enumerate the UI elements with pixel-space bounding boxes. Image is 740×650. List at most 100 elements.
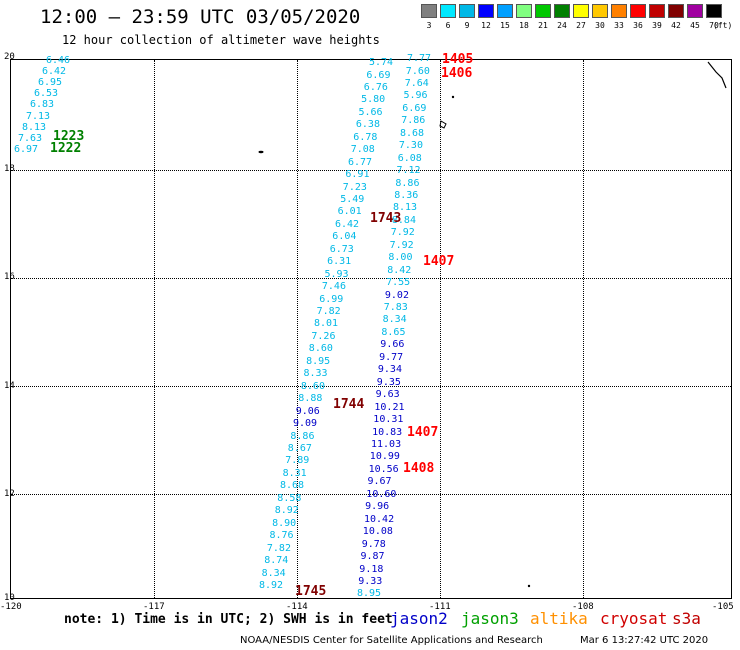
wave-height-value: 8.33 bbox=[303, 368, 328, 380]
wave-height-value: 8.42 bbox=[387, 264, 412, 276]
wave-height-value: 6.42 bbox=[42, 66, 67, 78]
wave-height-value: 6.91 bbox=[345, 169, 370, 181]
legend-level-label: 15 bbox=[500, 21, 510, 30]
grid-line-lon bbox=[154, 60, 155, 598]
wave-height-value: 7.77 bbox=[407, 53, 432, 64]
wave-height-value: 6.38 bbox=[355, 119, 380, 131]
lon-label: -111 bbox=[429, 602, 451, 612]
wave-height-value: 9.67 bbox=[367, 476, 392, 488]
wave-height-value: 8.13 bbox=[22, 121, 47, 133]
legend-swatch bbox=[535, 4, 551, 18]
legend-level-label: 9 bbox=[464, 21, 470, 30]
pass-time-label: 1408 bbox=[403, 461, 435, 476]
wave-height-value: 8.95 bbox=[357, 588, 382, 600]
wave-height-value: 10.83 bbox=[372, 426, 403, 438]
wave-height-value: 5.49 bbox=[340, 193, 365, 205]
wave-height-value: 5.96 bbox=[403, 90, 428, 102]
wave-height-value: 6.42 bbox=[335, 218, 360, 230]
wave-height-value: 6.76 bbox=[363, 81, 388, 93]
wave-height-value: 9.09 bbox=[293, 418, 318, 429]
satellite-name-jason3: jason3 bbox=[461, 609, 519, 628]
map-plot-area bbox=[10, 59, 732, 599]
lon-label: -105 bbox=[712, 602, 734, 612]
legend-level-label: 3 bbox=[426, 21, 432, 30]
wave-height-value: 8.84 bbox=[391, 214, 416, 226]
wave-height-value: 5.93 bbox=[324, 268, 349, 280]
wave-height-value: 10.08 bbox=[362, 526, 393, 538]
pass-time-label: 1222 bbox=[50, 141, 82, 156]
wave-height-value: 7.13 bbox=[26, 110, 51, 122]
wave-height-value: 9.02 bbox=[384, 289, 409, 301]
wave-height-value: 8.88 bbox=[298, 393, 323, 405]
wave-height-value: 7.26 bbox=[311, 330, 336, 342]
wave-height-value: 10.60 bbox=[366, 488, 397, 500]
legend-swatch bbox=[630, 4, 646, 18]
wave-height-value: 10.31 bbox=[373, 414, 404, 425]
wave-height-value: 6.83 bbox=[30, 99, 55, 111]
map-title: 12:00 – 23:59 UTC 03/05/2020 bbox=[40, 6, 361, 28]
pass-time-label: 1407 bbox=[423, 254, 455, 269]
wave-height-value: 8.76 bbox=[269, 530, 294, 542]
wave-height-value: 8.01 bbox=[314, 318, 339, 330]
legend-level-label: 70 bbox=[709, 21, 719, 30]
generated-timestamp: Mar 6 13:27:42 UTC 2020 bbox=[580, 635, 709, 646]
wave-height-value: 7.63 bbox=[18, 132, 43, 144]
wave-height-value: 7.60 bbox=[405, 65, 430, 77]
wave-height-value: 8.68 bbox=[280, 480, 305, 492]
wave-height-value: 5.74 bbox=[369, 57, 394, 68]
legend-swatch bbox=[706, 4, 722, 18]
wave-height-value: 6.53 bbox=[34, 88, 59, 100]
wave-height-value: 9.35 bbox=[376, 376, 401, 388]
wave-height-value: 7.55 bbox=[386, 277, 411, 289]
legend-swatch bbox=[478, 4, 494, 18]
wave-height-value: 9.78 bbox=[361, 538, 386, 550]
wave-height-value: 9.66 bbox=[380, 339, 405, 351]
wave-height-value: 9.18 bbox=[359, 563, 384, 575]
legend-level-label: 45 bbox=[690, 21, 700, 30]
wave-height-value: 8.86 bbox=[395, 177, 420, 189]
wave-height-value: 7.83 bbox=[383, 302, 408, 313]
wave-height-value: 11.03 bbox=[371, 438, 402, 450]
legend-swatch bbox=[668, 4, 684, 18]
lat-label: 18 bbox=[4, 164, 15, 174]
wave-height-value: 7.30 bbox=[398, 140, 423, 152]
pass-time-label: 1743 bbox=[370, 211, 402, 226]
legend-level-label: 18 bbox=[519, 21, 529, 30]
wave-height-value: 7.23 bbox=[342, 181, 367, 193]
wave-height-value: 7.82 bbox=[266, 542, 291, 554]
lat-label: 14 bbox=[4, 381, 15, 391]
wave-height-value: 6.69 bbox=[402, 102, 427, 114]
wave-height-value: 6.08 bbox=[397, 152, 422, 164]
legend-swatch bbox=[440, 4, 456, 18]
wave-height-value: 5.66 bbox=[358, 106, 383, 118]
legend-swatch bbox=[592, 4, 608, 18]
legend-swatch bbox=[573, 4, 589, 18]
pass-time-label: 1406 bbox=[441, 66, 473, 81]
wave-height-value: 8.92 bbox=[259, 579, 284, 591]
wave-height-value: 8.31 bbox=[282, 467, 307, 479]
wave-height-value: 6.01 bbox=[337, 206, 362, 218]
wave-height-value: 8.68 bbox=[400, 127, 425, 139]
wave-height-value: 6.69 bbox=[366, 69, 391, 81]
legend-level-label: 21 bbox=[538, 21, 548, 30]
legend-swatch bbox=[421, 4, 437, 18]
wave-height-value: 8.60 bbox=[300, 380, 325, 392]
wave-height-value: 8.34 bbox=[382, 314, 407, 326]
wave-height-value: 8.86 bbox=[290, 430, 315, 442]
pass-time-label: 1745 bbox=[295, 584, 327, 599]
wave-height-value: 10.56 bbox=[368, 463, 399, 475]
wave-height-value: 6.78 bbox=[353, 131, 378, 143]
legend-swatch bbox=[459, 4, 475, 18]
wave-height-value: 10.21 bbox=[374, 401, 405, 413]
legend-level-label: 33 bbox=[614, 21, 624, 30]
wave-height-value: 7.89 bbox=[285, 455, 310, 467]
satellite-name-cryosat: cryosat bbox=[600, 609, 668, 628]
grid-line-lat bbox=[11, 494, 731, 495]
wave-height-value: 5.80 bbox=[361, 94, 386, 106]
legend-level-label: 12 bbox=[481, 21, 491, 30]
wave-height-value: 6.97 bbox=[14, 143, 39, 155]
wave-height-value: 9.63 bbox=[375, 389, 400, 401]
pass-time-label: 1405 bbox=[442, 52, 474, 67]
lat-label: 10 bbox=[4, 593, 15, 603]
